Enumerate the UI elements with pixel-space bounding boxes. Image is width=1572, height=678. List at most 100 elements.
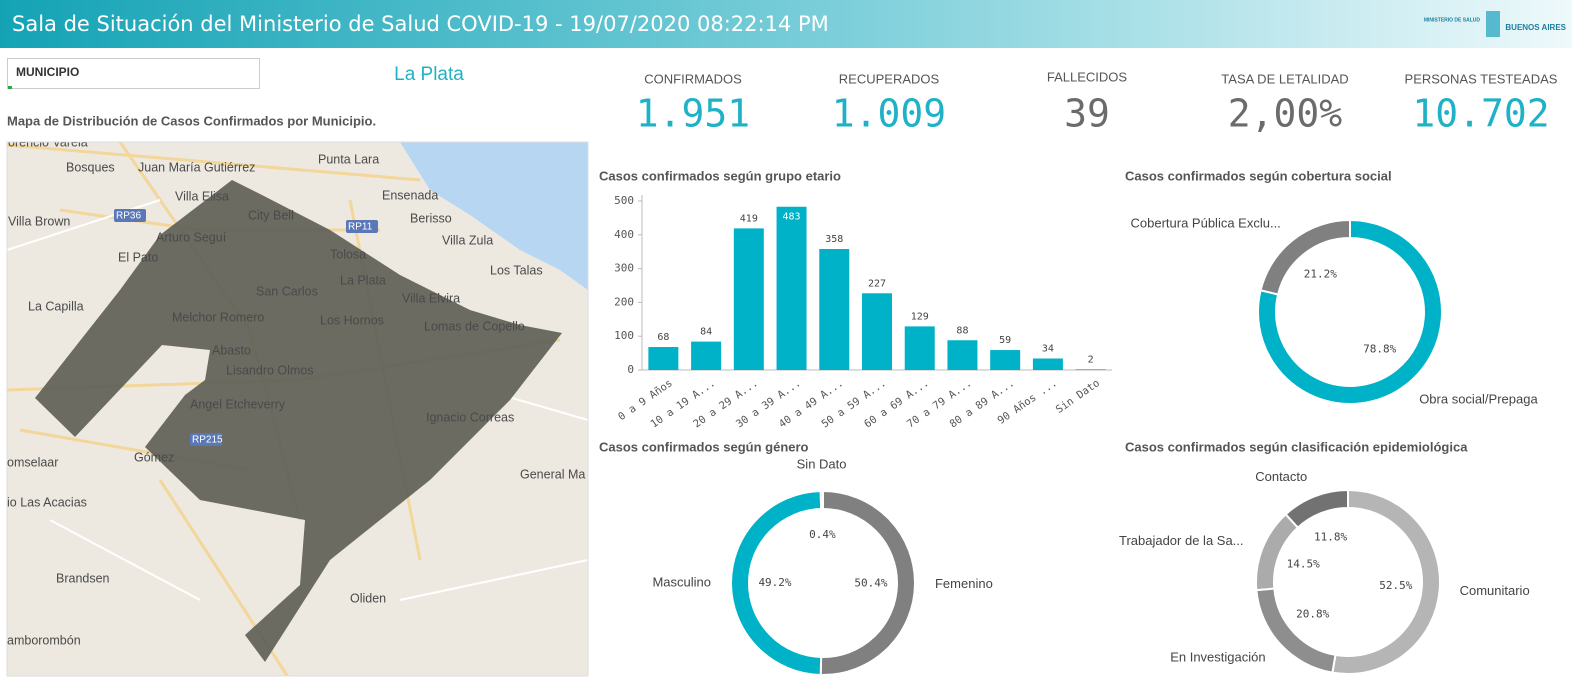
y-tick-label: 0: [627, 363, 634, 376]
kpi-value: 39: [1064, 92, 1110, 136]
map-frame: [6, 141, 589, 677]
logo-top: MINISTERIO DE SALUD: [1424, 17, 1481, 23]
map-place: Abasto: [212, 343, 251, 357]
map-place: Angel Etcheverry: [190, 397, 286, 411]
bar: [947, 340, 978, 370]
bar-value-label: 358: [825, 234, 843, 245]
map-place: Villa Elisa: [175, 189, 229, 203]
map-place: Melchor Romero: [172, 310, 264, 324]
bar: [904, 326, 935, 370]
donut-category-label: Trabajador de la Sa...: [1119, 533, 1244, 548]
map-title: Mapa de Distribución de Casos Confirmado…: [7, 113, 376, 128]
chart-title: Casos confirmados según clasificación ep…: [1125, 439, 1468, 454]
kpi-label: TASA DE LETALIDAD: [1221, 71, 1348, 86]
bar-value-label: 68: [657, 332, 669, 343]
bar: [776, 206, 807, 370]
map-place: amborombón: [7, 633, 81, 647]
donut-segment: [819, 489, 824, 511]
header-title: Sala de Situación del Ministerio de Salu…: [12, 12, 829, 36]
kpi-value: 1.009: [832, 92, 946, 136]
donut-value-label: 50.4%: [854, 577, 887, 590]
map-place: Lisandro Olmos: [226, 363, 314, 377]
donut-value-label: 14.5%: [1287, 558, 1320, 571]
bar: [819, 248, 850, 370]
donut-segment: [1255, 587, 1337, 674]
filter-selection: La Plata: [394, 64, 464, 85]
map-place: Gómez: [134, 450, 174, 464]
map-place: Brandsen: [56, 571, 110, 585]
map-place: Ensenada: [382, 188, 438, 202]
logo-icon: [1486, 11, 1500, 37]
donut-category-label: Femenino: [935, 576, 993, 591]
map-place: Juan María Gutiérrez: [138, 160, 255, 174]
donut-value-label: 78.8%: [1363, 343, 1396, 356]
donut-value-label: 11.8%: [1314, 530, 1347, 543]
donut-segment: [1257, 218, 1443, 405]
bar-value-label: 419: [740, 213, 758, 224]
road-badge: [346, 220, 378, 233]
map-place: RP215: [192, 435, 223, 446]
filter-box[interactable]: [7, 58, 260, 89]
map-place: Tolosa: [330, 247, 366, 261]
map-place: Los Talas: [490, 263, 543, 277]
bar-value-label: 2: [1088, 354, 1094, 365]
filter-indicator: [8, 86, 12, 89]
map-place: Berisso: [410, 211, 452, 225]
map-place: Bosques: [66, 160, 115, 174]
map-streets: [7, 199, 588, 601]
municipio-shape[interactable]: [35, 180, 562, 662]
bar-value-label: 34: [1042, 344, 1054, 355]
donut-category-label: En Investigación: [1170, 649, 1265, 664]
map[interactable]: orencio Varela Bosques Juan María Gutiérre…: [7, 135, 588, 678]
kpi-value: 10.702: [1412, 92, 1549, 136]
bar: [862, 293, 892, 370]
donut-value-label: 0.4%: [809, 528, 836, 541]
donut-category-label: Contacto: [1255, 469, 1307, 484]
map-place: General Ma: [520, 467, 585, 481]
donut-value-label: 49.2%: [758, 576, 791, 589]
chart-title: Casos confirmados según grupo etario: [599, 168, 841, 183]
x-tick-label: Sin Dato: [1054, 377, 1102, 416]
y-tick-label: 100: [614, 329, 634, 342]
kpi-label: FALLECIDOS: [1047, 69, 1128, 84]
donut-value-label: 20.8%: [1296, 608, 1329, 621]
donut-value-label: 21.2%: [1304, 267, 1337, 280]
donut-segment: [1255, 512, 1300, 592]
map-water: [400, 142, 588, 290]
map-place: Arturo Seguí: [156, 230, 227, 244]
donut-segment: [1284, 488, 1349, 529]
donut-segment: [1259, 218, 1351, 296]
bar: [1075, 369, 1106, 370]
chart-title: Casos confirmados según género: [599, 439, 809, 454]
map-place: City Bell: [248, 208, 294, 222]
map-place: Lomas de Copello: [424, 319, 525, 333]
map-place: Ignacio Correas: [426, 410, 514, 424]
map-place: Los Hornos: [320, 313, 384, 327]
donut-category-label: Comunitario: [1460, 583, 1530, 598]
bar: [990, 350, 1021, 370]
bar-value-label: 227: [868, 278, 886, 289]
donut-value-label: 52.5%: [1379, 579, 1412, 592]
logo-bottom: BUENOS AIRES: [1505, 23, 1566, 32]
filter-label[interactable]: MUNICIPIO: [16, 65, 79, 79]
map-place: La Capilla: [28, 299, 84, 313]
map-place: El Pato: [118, 250, 158, 264]
kpi-value: 2,00%: [1228, 92, 1343, 136]
bar: [1032, 358, 1063, 370]
road-badge: [190, 433, 222, 446]
donut-category-label: Sin Dato: [797, 456, 847, 471]
donut-category-label: Masculino: [652, 574, 711, 589]
donut-category-label: Cobertura Pública Exclu...: [1131, 215, 1281, 230]
kpi-value: 1.951: [636, 92, 750, 136]
map-place: La Plata: [340, 273, 386, 287]
bar-value-label: 129: [911, 311, 929, 322]
bar: [691, 341, 722, 370]
map-place: orencio Varela: [8, 135, 88, 149]
y-tick-label: 300: [614, 262, 634, 275]
map-place: RP11: [348, 222, 373, 233]
kpi-label: PERSONAS TESTEADAS: [1405, 71, 1558, 86]
road-badge: [114, 209, 146, 222]
bar: [648, 347, 679, 370]
